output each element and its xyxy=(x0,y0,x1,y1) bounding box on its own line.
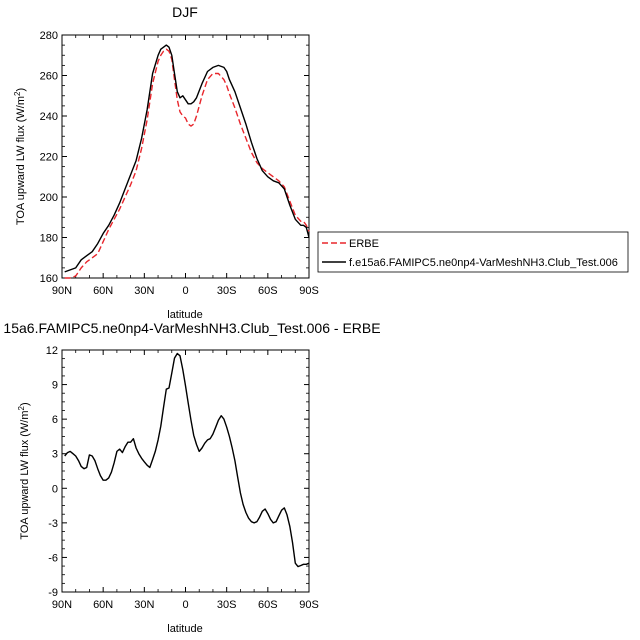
y-tick-label: -3 xyxy=(48,518,58,530)
x-tick-label: 90S xyxy=(299,599,319,611)
bottom-chart-xlabel: latitude xyxy=(167,623,202,635)
y-tick-label: 200 xyxy=(40,192,58,204)
x-tick-label: 90N xyxy=(52,285,72,297)
legend-label-erbe: ERBE xyxy=(349,238,379,250)
y-tick-label: 180 xyxy=(40,233,58,245)
series-line-0 xyxy=(64,48,310,279)
top-chart-ylabel: TOA upward LW flux (W/m2) xyxy=(13,88,27,225)
bottom-chart-ylabel: TOA upward LW flux (W/m2) xyxy=(17,402,31,539)
legend: ERBE f.e15a6.FAMIPC5.ne0np4-VarMeshNH3.C… xyxy=(317,231,629,273)
y-tick-label: 260 xyxy=(40,71,58,83)
y-tick-label: 3 xyxy=(52,449,58,461)
x-tick-label: 30S xyxy=(217,599,237,611)
y-tick-label: 6 xyxy=(52,414,58,426)
top-plot-area: 90N 60N 30N 0 30S 60S 90S 160 180 200 220 240 260 280 xyxy=(40,30,319,297)
legend-label-model: f.e15a6.FAMIPC5.ne0np4-VarMeshNH3.Club_T… xyxy=(349,257,618,269)
y-tick-label: 280 xyxy=(40,30,58,42)
top-chart: DJF TOA upward LW flux (W/m2) 90N 60N 30N 0… xyxy=(13,4,319,321)
y-tick-label: 160 xyxy=(40,273,58,285)
series-line-1 xyxy=(64,44,310,273)
y-tick-label: 240 xyxy=(40,111,58,123)
y-axis-label: TOA upward LW flux (W/m2) xyxy=(17,402,31,539)
y-tick-label: 0 xyxy=(52,483,58,495)
x-tick-label: 0 xyxy=(182,599,188,611)
x-tick-label: 30S xyxy=(217,285,237,297)
y-axis-label: TOA upward LW flux (W/m2) xyxy=(13,88,27,225)
y-tick-label: 9 xyxy=(52,380,58,392)
bottom-plot-area: 90N 60N 30N 0 30S 60S 90S -9 -6 -3 0 3 6 9 12 xyxy=(46,345,319,611)
x-tick-label: 90S xyxy=(299,285,319,297)
legend-box xyxy=(317,231,629,273)
bottom-chart: 15a6.FAMIPC5.ne0np4-VarMeshNH3.Club_Test… xyxy=(3,320,380,635)
x-tick-label: 60S xyxy=(258,599,278,611)
y-tick-label: 12 xyxy=(46,345,58,357)
x-tick-label: 60N xyxy=(93,285,113,297)
x-tick-label: 90N xyxy=(52,599,72,611)
series-line-0 xyxy=(64,352,310,568)
x-tick-label: 60S xyxy=(258,285,278,297)
top-chart-xlabel: latitude xyxy=(167,309,202,321)
x-tick-label: 30N xyxy=(134,285,154,297)
y-tick-label: -9 xyxy=(48,587,58,599)
y-tick-label: -6 xyxy=(48,552,58,564)
top-chart-title: DJF xyxy=(172,4,198,20)
y-tick-label: 220 xyxy=(40,152,58,164)
x-tick-label: 60N xyxy=(93,599,113,611)
x-tick-label: 30N xyxy=(134,599,154,611)
x-tick-label: 0 xyxy=(182,285,188,297)
bottom-chart-title: 15a6.FAMIPC5.ne0np4-VarMeshNH3.Club_Test… xyxy=(3,320,380,336)
